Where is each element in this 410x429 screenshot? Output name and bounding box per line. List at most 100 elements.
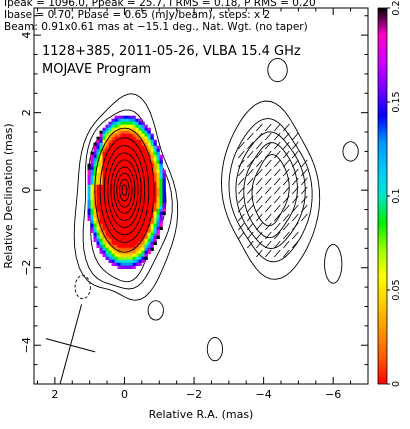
evpa-stick — [291, 204, 299, 213]
fpol-pixel — [135, 136, 139, 140]
fpol-pixel — [114, 136, 118, 140]
fpol-pixel — [96, 208, 100, 212]
fpol-pixel — [126, 139, 130, 143]
fpol-pixel — [135, 133, 139, 137]
fpol-pixel — [93, 166, 97, 170]
fpol-pixel — [111, 253, 115, 257]
fpol-pixel — [141, 244, 145, 248]
evpa-stick — [282, 240, 290, 249]
fpol-pixel — [120, 235, 124, 239]
evpa-stick — [264, 213, 272, 222]
fpol-pixel — [153, 229, 157, 233]
fpol-pixel — [126, 247, 130, 251]
plot-frame — [33, 7, 369, 385]
fpol-pixel — [141, 133, 145, 137]
evpa-stick — [273, 186, 281, 195]
fpol-pixel — [138, 157, 142, 161]
fpol-pixel — [144, 202, 148, 206]
y-tick-label: −2 — [20, 260, 33, 276]
fpol-pixel — [111, 127, 115, 131]
fpol-pixel — [123, 238, 127, 242]
fpol-pixel — [144, 226, 148, 230]
fpol-pixel — [99, 211, 103, 215]
fpol-pixel — [135, 247, 139, 251]
fpol-pixel — [123, 142, 127, 146]
fpol-pixel — [117, 133, 121, 137]
fpol-pixel — [114, 205, 118, 209]
fpol-pixel — [147, 139, 151, 143]
fpol-pixel — [126, 175, 130, 179]
evpa-stick — [246, 195, 254, 204]
fpol-pixel — [99, 166, 103, 170]
evpa-stick — [273, 168, 281, 177]
fpol-pixel — [150, 181, 154, 185]
fpol-pixel — [147, 130, 151, 134]
evpa-stick — [246, 240, 254, 249]
fpol-pixel — [102, 145, 106, 149]
colorbar-scale — [377, 7, 388, 385]
fpol-pixel — [150, 226, 154, 230]
fpol-pixel — [132, 217, 136, 221]
fpol-pixel — [141, 178, 145, 182]
fpol-pixel — [141, 166, 145, 170]
evpa-stick — [246, 141, 254, 150]
fpol-pixel — [102, 235, 106, 239]
fpol-pixel — [159, 163, 163, 167]
fpol-pixel — [135, 127, 139, 131]
fpol-pixel — [132, 172, 136, 176]
fpol-pixel — [96, 136, 100, 140]
fpol-pixel — [162, 190, 166, 194]
fpol-pixel — [123, 229, 127, 233]
fpol-pixel — [93, 220, 97, 224]
fpol-pixel — [132, 187, 136, 191]
polarization-contours — [221, 100, 321, 280]
fractional-pol-colormap — [87, 115, 166, 269]
fpol-pixel — [123, 265, 127, 269]
fpol-pixel — [102, 136, 106, 140]
fpol-pixel — [123, 166, 127, 170]
fpol-pixel — [117, 190, 121, 194]
fpol-pixel — [114, 130, 118, 134]
fpol-pixel — [111, 169, 115, 173]
evpa-stick — [273, 141, 281, 150]
fpol-pixel — [99, 223, 103, 227]
fpol-pixel — [105, 136, 109, 140]
fpol-pixel — [90, 169, 94, 173]
fpol-pixel — [141, 121, 145, 125]
isolated-contour — [267, 57, 288, 83]
fpol-pixel — [102, 208, 106, 212]
fpol-pixel — [156, 220, 160, 224]
fpol-pixel — [132, 250, 136, 254]
fpol-pixel — [150, 193, 154, 197]
fpol-pixel — [96, 166, 100, 170]
fpol-pixel — [93, 151, 97, 155]
x-tick-label: −2 — [186, 388, 202, 401]
fpol-pixel — [114, 256, 118, 260]
evpa-stick — [282, 195, 290, 204]
fpol-pixel — [147, 133, 151, 137]
fpol-pixel — [138, 193, 142, 197]
fpol-pixel — [141, 214, 145, 218]
fpol-pixel — [108, 187, 112, 191]
fpol-pixel — [123, 220, 127, 224]
fpol-pixel — [150, 232, 154, 236]
isolated-contour — [147, 300, 164, 321]
fpol-pixel — [156, 208, 160, 212]
fpol-pixel — [129, 142, 133, 146]
fpol-pixel — [105, 142, 109, 146]
evpa-stick — [282, 186, 290, 195]
fpol-pixel — [132, 115, 136, 119]
fpol-pixel — [150, 145, 154, 149]
evpa-stick — [291, 177, 299, 186]
fpol-pixel — [144, 157, 148, 161]
fpol-pixel — [108, 154, 112, 158]
fpol-pixel — [90, 196, 94, 200]
fpol-pixel — [144, 193, 148, 197]
fpol-pixel — [126, 265, 130, 269]
fpol-pixel — [141, 247, 145, 251]
fpol-pixel — [159, 226, 163, 230]
fpol-pixel — [114, 166, 118, 170]
fpol-pixel — [129, 202, 133, 206]
fpol-pixel — [126, 229, 130, 233]
